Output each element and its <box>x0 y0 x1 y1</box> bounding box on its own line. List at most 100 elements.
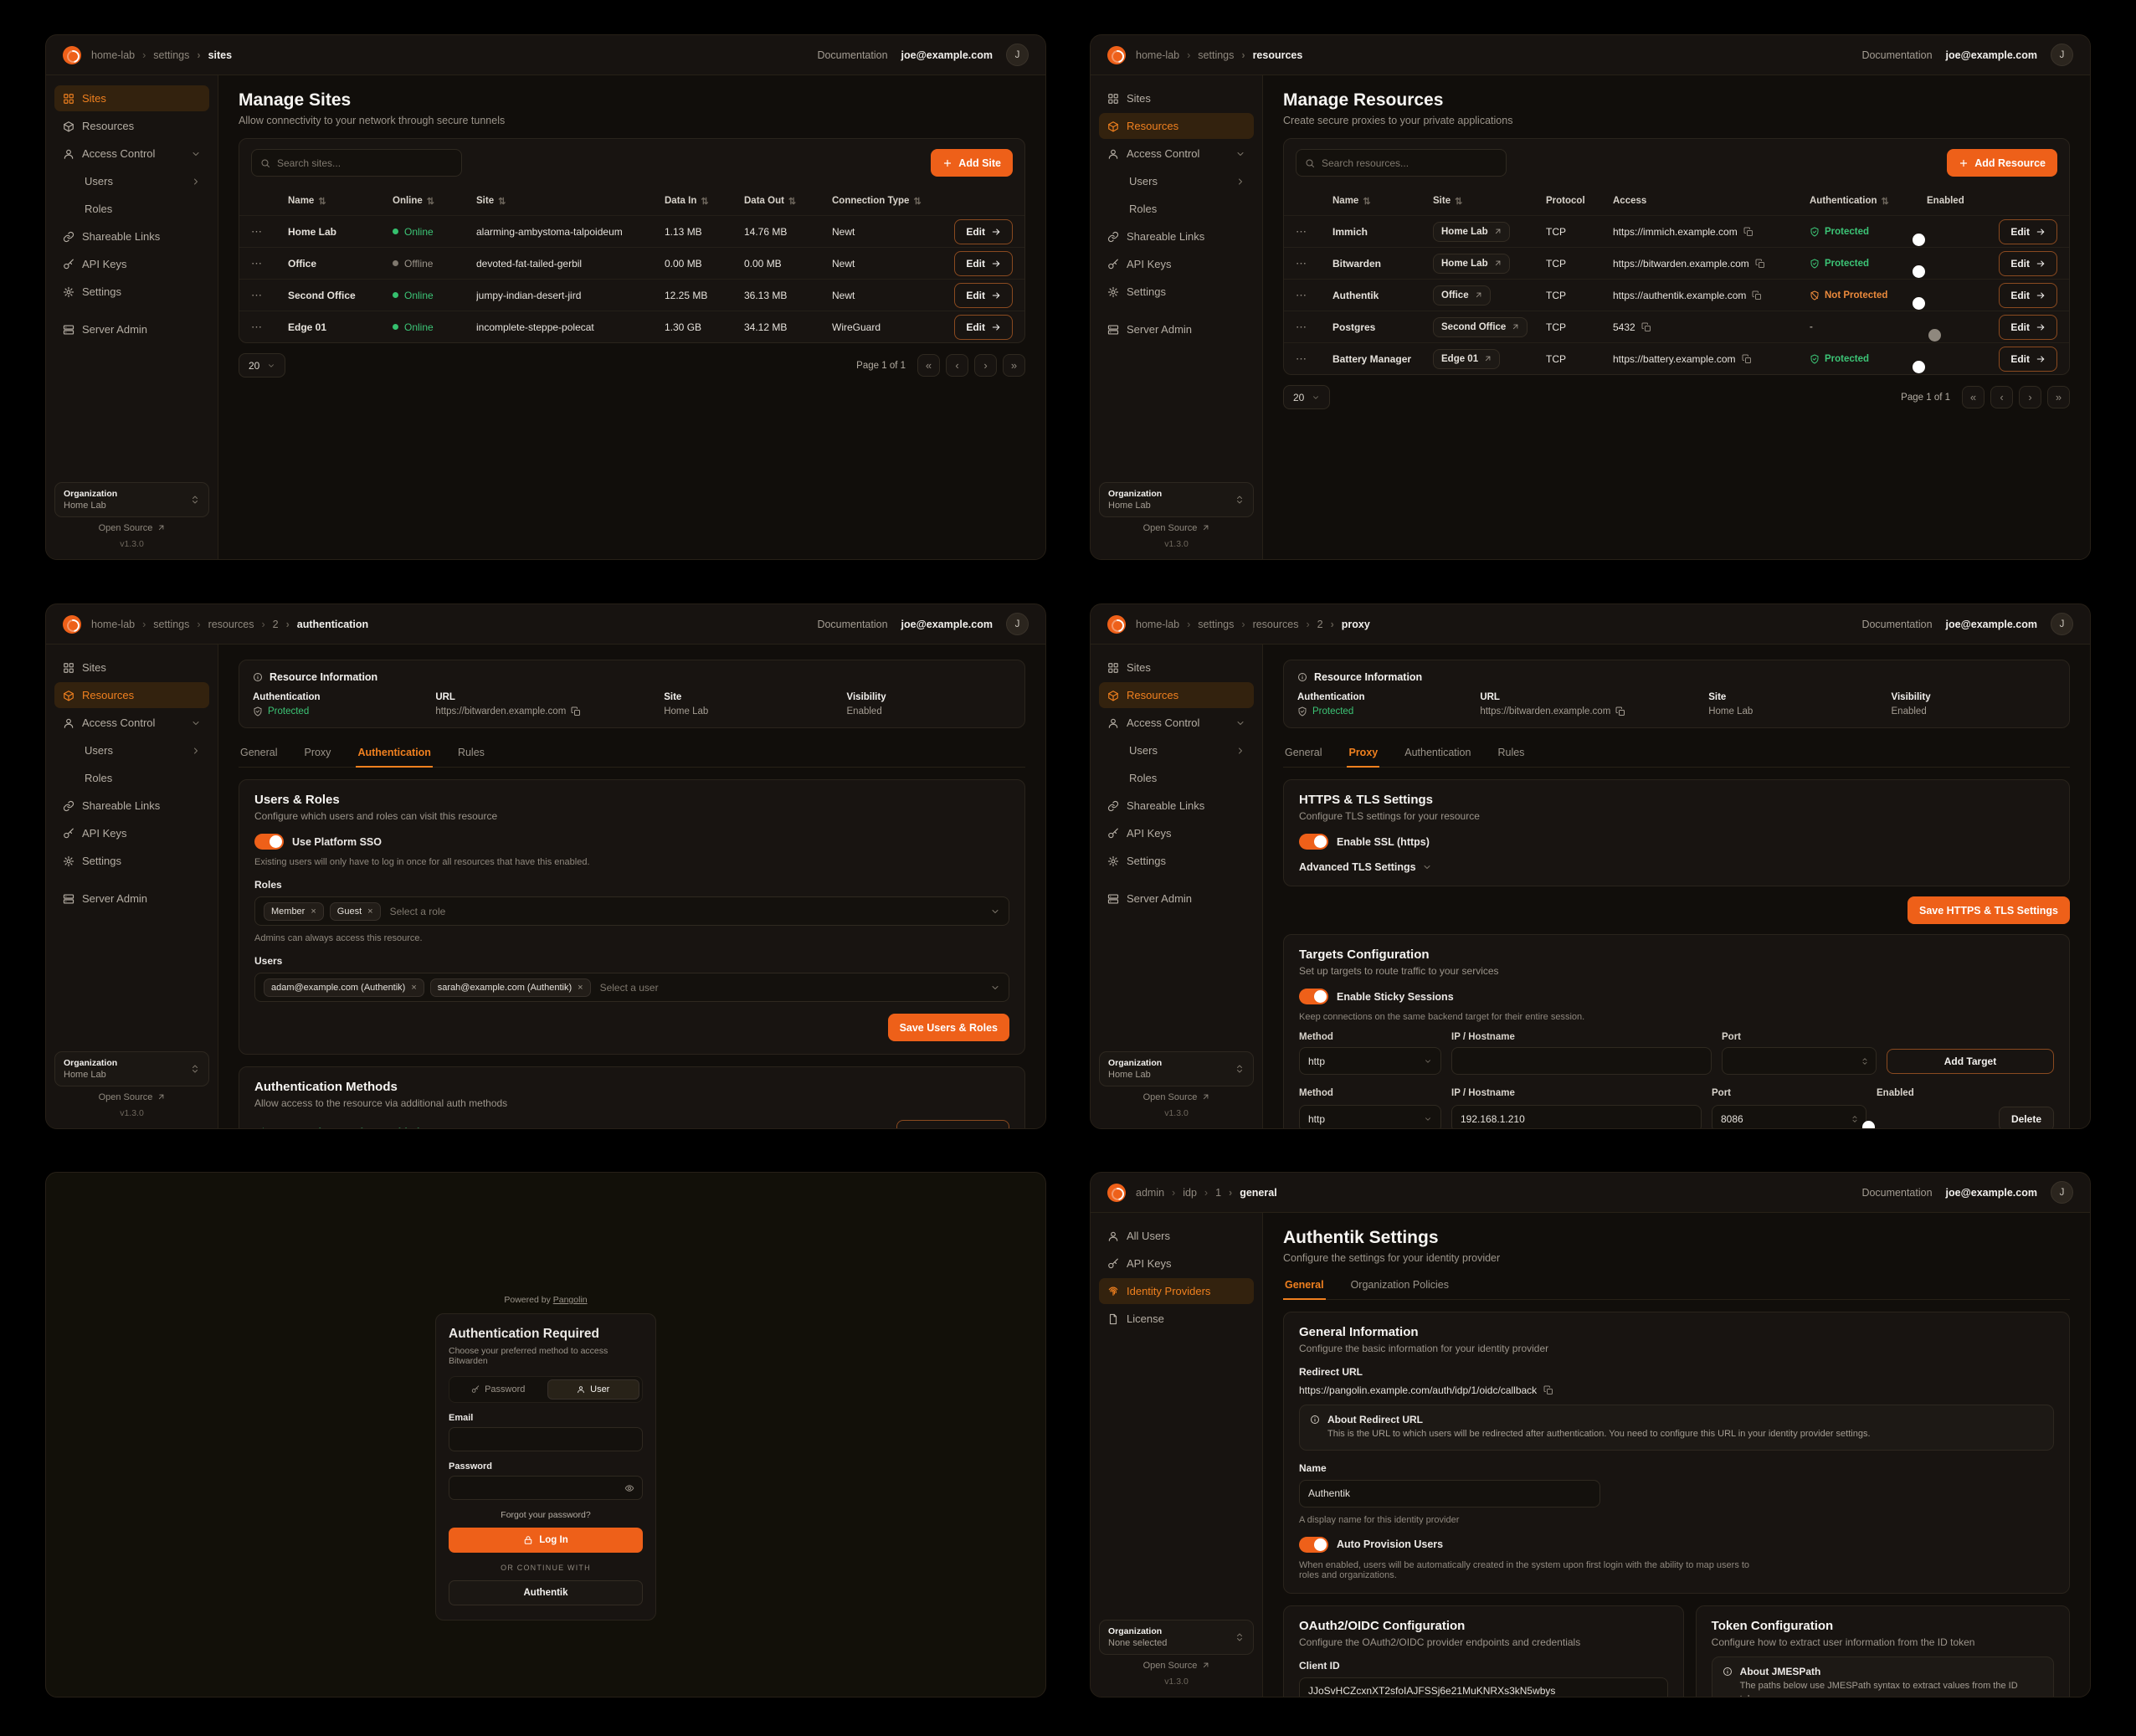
sidebar-item-access-control[interactable]: Access Control <box>54 141 209 167</box>
method-select[interactable]: http <box>1299 1047 1441 1075</box>
breadcrumb-item[interactable]: resources <box>1234 619 1299 630</box>
add-resource-button[interactable]: Add Resource <box>1947 149 2057 177</box>
client-id-input[interactable] <box>1299 1677 1668 1697</box>
page-size-select[interactable]: 20 <box>1283 385 1331 409</box>
pangolin-logo-icon[interactable] <box>1107 614 1126 634</box>
tab-rules[interactable]: Rules <box>1497 747 1525 758</box>
chevron-down-icon[interactable] <box>990 907 1000 917</box>
site-badge[interactable]: Office <box>1433 285 1491 306</box>
pangolin-logo-icon[interactable] <box>63 614 81 634</box>
tab-authentication[interactable]: Authentication <box>356 740 433 768</box>
tab-general[interactable]: General <box>1283 1272 1326 1300</box>
table-row[interactable]: ⋯ Battery Manager Edge 01 TCP https://ba… <box>1284 342 2069 374</box>
org-selector[interactable]: Organization Home Lab <box>1099 482 1254 517</box>
table-row[interactable]: ⋯ Postgres Second Office TCP 5432 - Edit <box>1284 311 2069 342</box>
users-combobox[interactable]: adam@example.com (Authentik) × sarah@exam… <box>254 973 1009 1002</box>
column-header[interactable]: Site ⇅ <box>1433 196 1463 207</box>
breadcrumb-item[interactable]: authentication <box>279 619 368 630</box>
site-badge[interactable]: Second Office <box>1433 316 1528 337</box>
copy-icon[interactable] <box>1641 322 1651 332</box>
sidebar-item-api-keys[interactable]: API Keys <box>1099 1251 1254 1276</box>
site-badge[interactable]: Home Lab <box>1433 253 1510 274</box>
auto-provision-toggle[interactable] <box>1299 1536 1328 1553</box>
sidebar-item-resources[interactable]: Resources <box>54 113 209 139</box>
copy-icon[interactable] <box>1742 354 1752 364</box>
documentation-link[interactable]: Documentation <box>1861 618 1933 630</box>
table-row[interactable]: ⋯ Office Offline devoted-fat-tailed-gerb… <box>239 247 1024 279</box>
breadcrumb-item[interactable]: settings <box>1179 49 1234 61</box>
breadcrumb-item[interactable]: general <box>1221 1187 1276 1199</box>
breadcrumb-item[interactable]: home-lab <box>91 49 136 61</box>
breadcrumb-item[interactable]: settings <box>135 619 189 630</box>
user-email[interactable]: joe@example.com <box>901 618 993 630</box>
sidebar-item-access-control[interactable]: Access Control <box>1099 710 1254 736</box>
edit-button[interactable]: Edit <box>1999 314 2057 340</box>
name-input[interactable] <box>1299 1479 1600 1507</box>
copy-icon[interactable] <box>1543 1385 1553 1395</box>
sticky-sessions-toggle[interactable] <box>1299 989 1328 1004</box>
sidebar-item-access-control[interactable]: Access Control <box>1099 141 1254 167</box>
ssl-toggle[interactable] <box>1299 834 1328 850</box>
tab-proxy[interactable]: Proxy <box>304 747 331 758</box>
breadcrumb-item[interactable]: settings <box>135 49 189 61</box>
tab-password[interactable]: Password <box>452 1379 545 1400</box>
email-field[interactable] <box>457 1434 634 1445</box>
sidebar-item-access-control[interactable]: Access Control <box>54 710 209 736</box>
pangolin-logo-icon[interactable] <box>1107 1183 1126 1202</box>
documentation-link[interactable]: Documentation <box>817 618 888 630</box>
user-email[interactable]: joe@example.com <box>1945 49 2037 61</box>
breadcrumb-item[interactable]: home-lab <box>1136 49 1180 61</box>
sidebar-item-server-admin[interactable]: Server Admin <box>1099 886 1254 912</box>
row-menu-icon[interactable]: ⋯ <box>251 288 263 301</box>
breadcrumb-item[interactable]: idp <box>1164 1187 1197 1199</box>
prev-page-button[interactable]: ‹ <box>946 354 968 377</box>
platform-sso-toggle[interactable] <box>254 834 284 850</box>
sidebar-item-resources[interactable]: Resources <box>1099 682 1254 708</box>
first-page-button[interactable]: « <box>917 354 940 377</box>
sidebar-item-sites[interactable]: Sites <box>54 85 209 111</box>
table-row[interactable]: ⋯ Edge 01 Online incomplete-steppe-polec… <box>239 311 1024 342</box>
sidebar-item-roles[interactable]: Roles <box>54 196 209 222</box>
org-selector[interactable]: Organization Home Lab <box>54 482 209 517</box>
avatar[interactable]: J <box>1006 44 1029 66</box>
table-row[interactable]: ⋯ Bitwarden Home Lab TCP https://bitward… <box>1284 247 2069 279</box>
column-header[interactable]: Connection Type ⇅ <box>832 196 922 207</box>
copy-icon[interactable] <box>1755 259 1765 269</box>
sidebar-item-settings[interactable]: Settings <box>54 848 209 874</box>
remove-password-button[interactable]: Remove Password <box>896 1120 1009 1128</box>
breadcrumb-item[interactable]: home-lab <box>1136 618 1180 630</box>
row-menu-icon[interactable]: ⋯ <box>251 224 263 238</box>
edit-button[interactable]: Edit <box>1999 250 2057 276</box>
sidebar-item-sites[interactable]: Sites <box>54 655 209 681</box>
tab-user[interactable]: User <box>547 1379 639 1400</box>
edit-button[interactable]: Edit <box>1999 282 2057 308</box>
sidebar-item-api-keys[interactable]: API Keys <box>54 251 209 277</box>
roles-combobox[interactable]: Member × Guest × Select a role <box>254 896 1009 926</box>
sidebar-item-roles[interactable]: Roles <box>54 765 209 791</box>
tab-general[interactable]: General <box>240 747 278 758</box>
breadcrumb-item[interactable]: home-lab <box>91 618 136 630</box>
tab-authentication[interactable]: Authentication <box>1404 747 1471 758</box>
row-menu-icon[interactable]: ⋯ <box>251 256 263 270</box>
prev-page-button[interactable]: ‹ <box>1990 386 2013 408</box>
tab-general[interactable]: General <box>1285 747 1322 758</box>
sidebar-item-roles[interactable]: Roles <box>1099 765 1254 791</box>
last-page-button[interactable]: » <box>1003 354 1025 377</box>
row-menu-icon[interactable]: ⋯ <box>1296 288 1307 301</box>
sidebar-item-api-keys[interactable]: API Keys <box>54 820 209 846</box>
sidebar-item-server-admin[interactable]: Server Admin <box>1099 316 1254 342</box>
open-source-link[interactable]: Open Source <box>99 523 166 533</box>
pangolin-link[interactable]: Pangolin <box>552 1295 588 1305</box>
breadcrumb-item[interactable]: proxy <box>1323 619 1370 630</box>
sidebar-item-shareable-links[interactable]: Shareable Links <box>1099 793 1254 819</box>
edit-button[interactable]: Edit <box>1999 346 2057 372</box>
advanced-tls-settings[interactable]: Advanced TLS Settings <box>1299 861 2054 873</box>
ip-hostname-input[interactable] <box>1451 1105 1702 1128</box>
breadcrumb-item[interactable]: sites <box>189 49 233 61</box>
ip-hostname-input[interactable] <box>1451 1047 1712 1075</box>
sidebar-item-all-users[interactable]: All Users <box>1099 1223 1254 1249</box>
remove-chip-icon[interactable]: × <box>367 906 373 917</box>
sidebar-item-shareable-links[interactable]: Shareable Links <box>1099 223 1254 249</box>
row-menu-icon[interactable]: ⋯ <box>1296 320 1307 333</box>
documentation-link[interactable]: Documentation <box>1861 49 1933 61</box>
